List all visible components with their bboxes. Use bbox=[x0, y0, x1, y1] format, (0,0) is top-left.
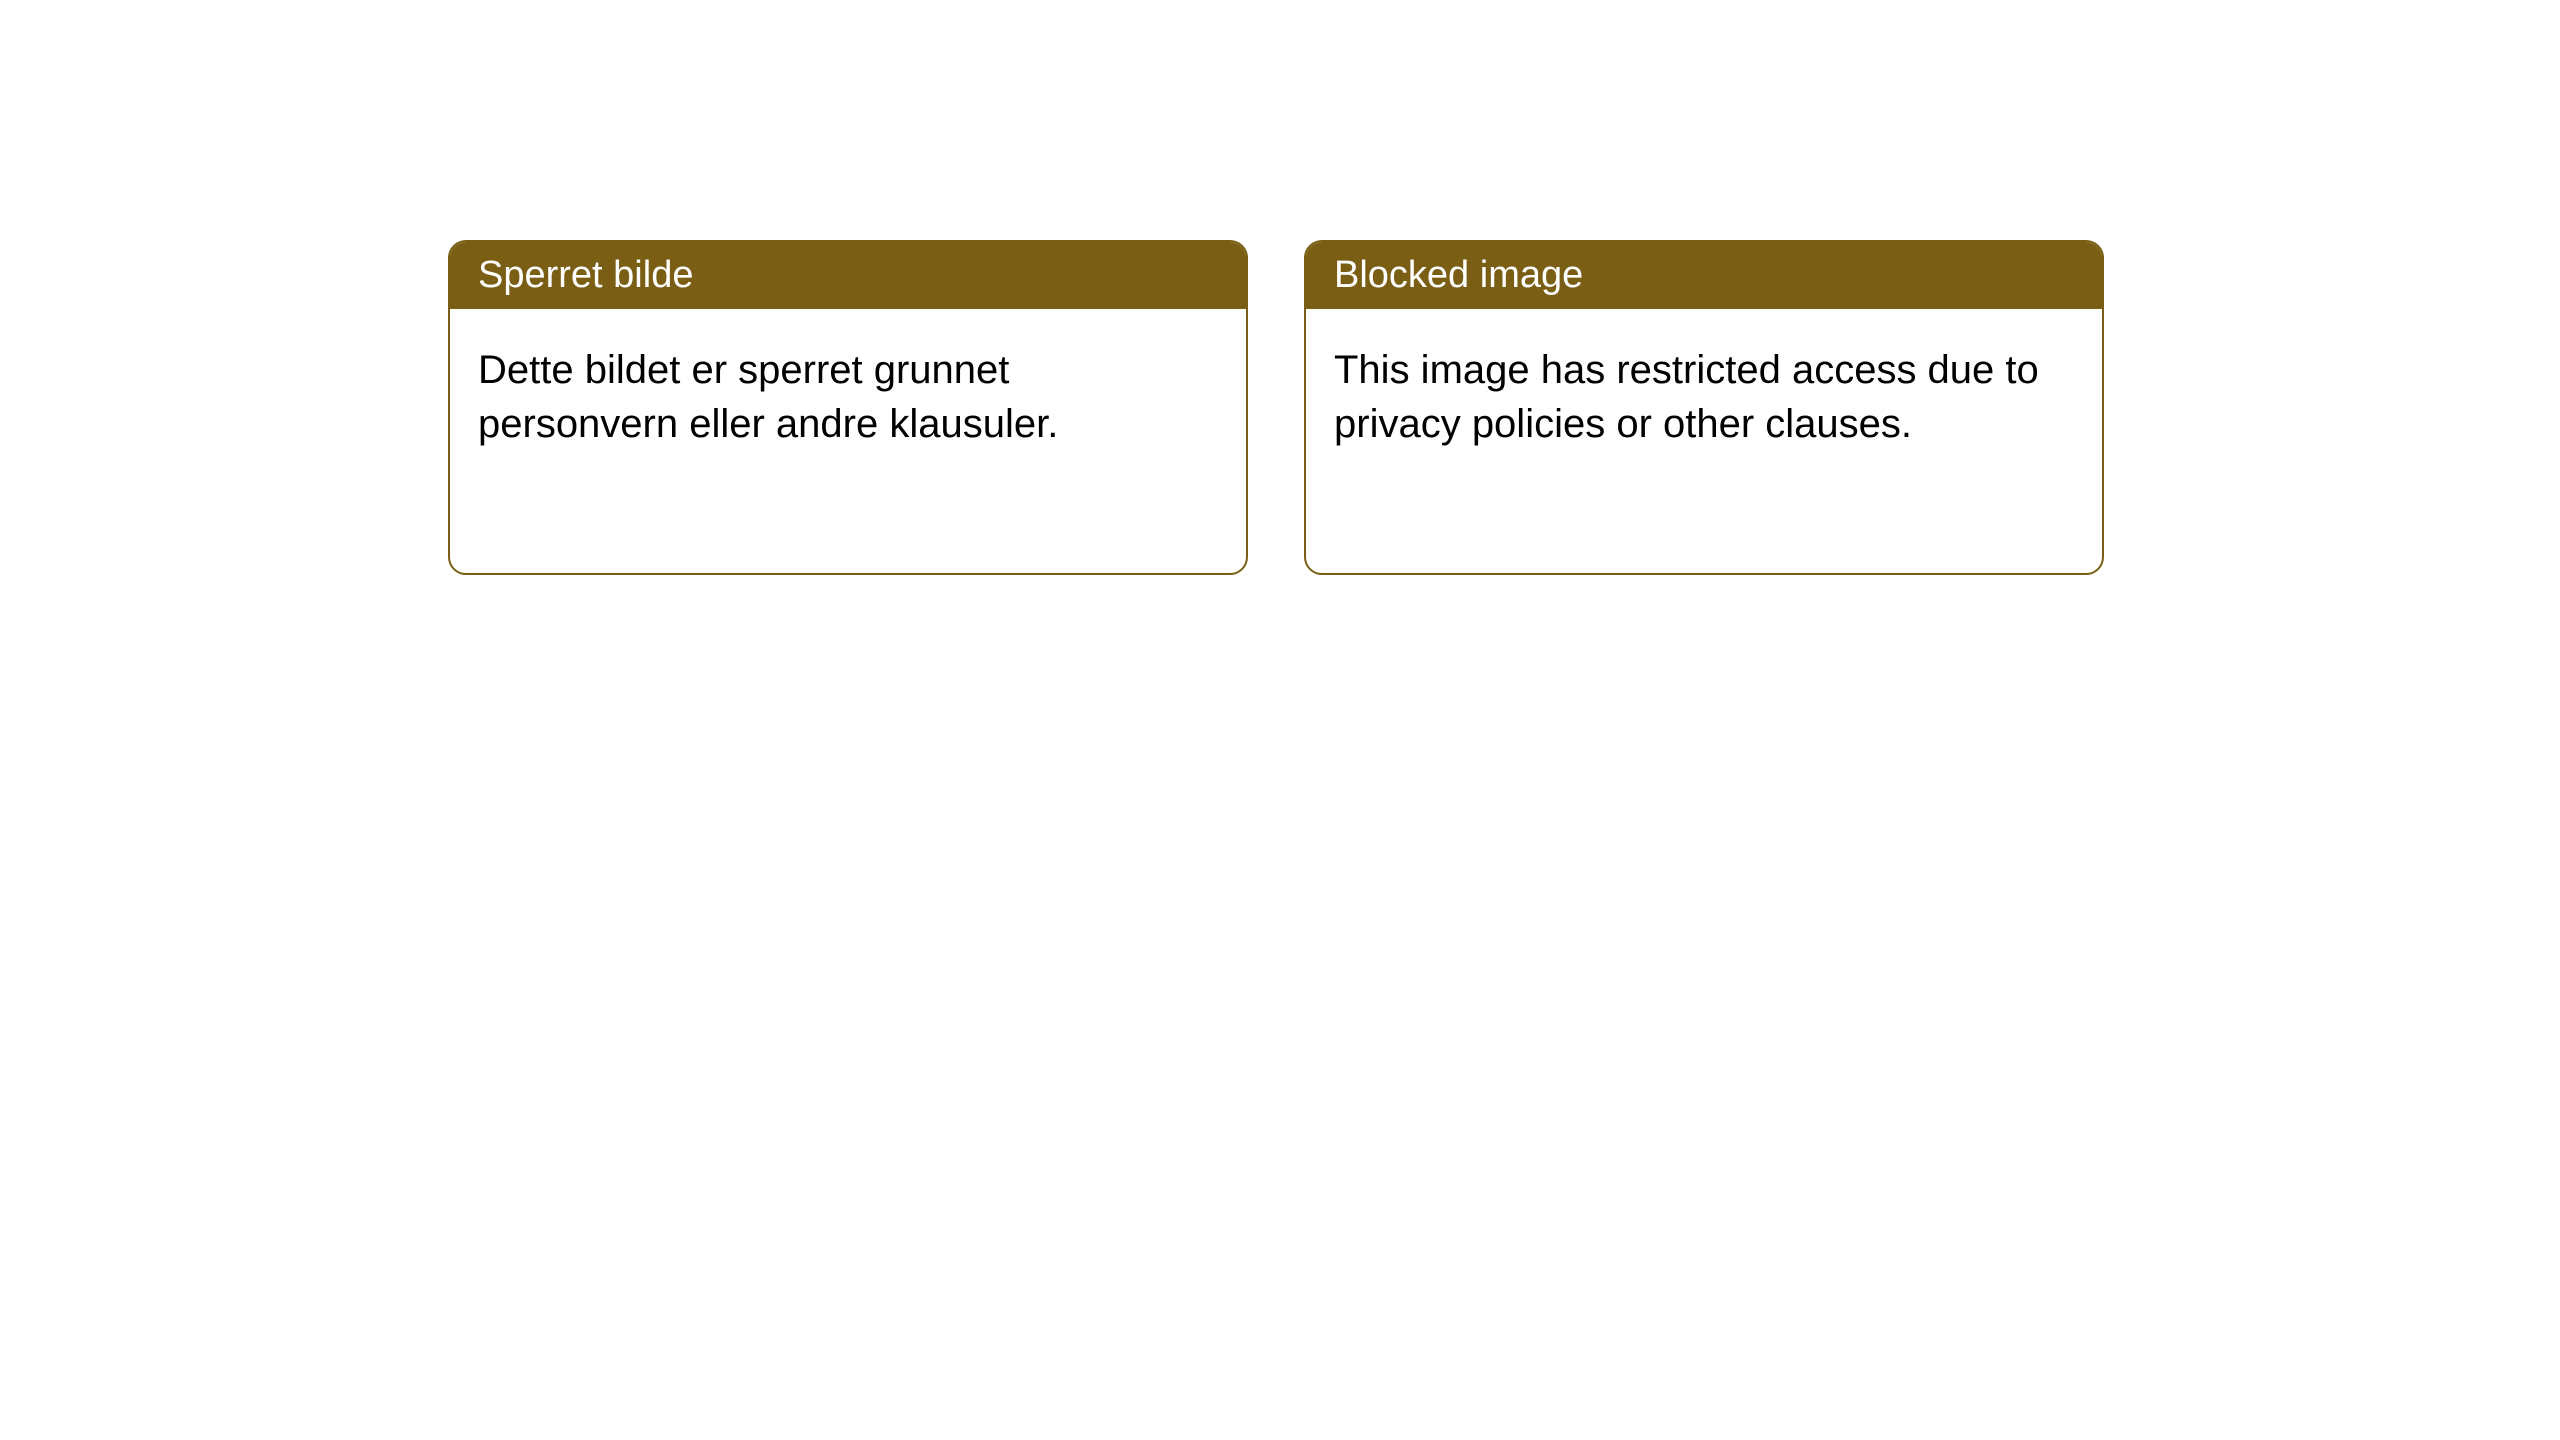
notice-title-norwegian: Sperret bilde bbox=[450, 242, 1246, 309]
notice-title-english: Blocked image bbox=[1306, 242, 2102, 309]
notice-card-norwegian: Sperret bilde Dette bildet er sperret gr… bbox=[448, 240, 1248, 575]
notice-body-english: This image has restricted access due to … bbox=[1306, 309, 2102, 485]
notice-container: Sperret bilde Dette bildet er sperret gr… bbox=[0, 0, 2560, 575]
notice-card-english: Blocked image This image has restricted … bbox=[1304, 240, 2104, 575]
notice-body-norwegian: Dette bildet er sperret grunnet personve… bbox=[450, 309, 1246, 485]
